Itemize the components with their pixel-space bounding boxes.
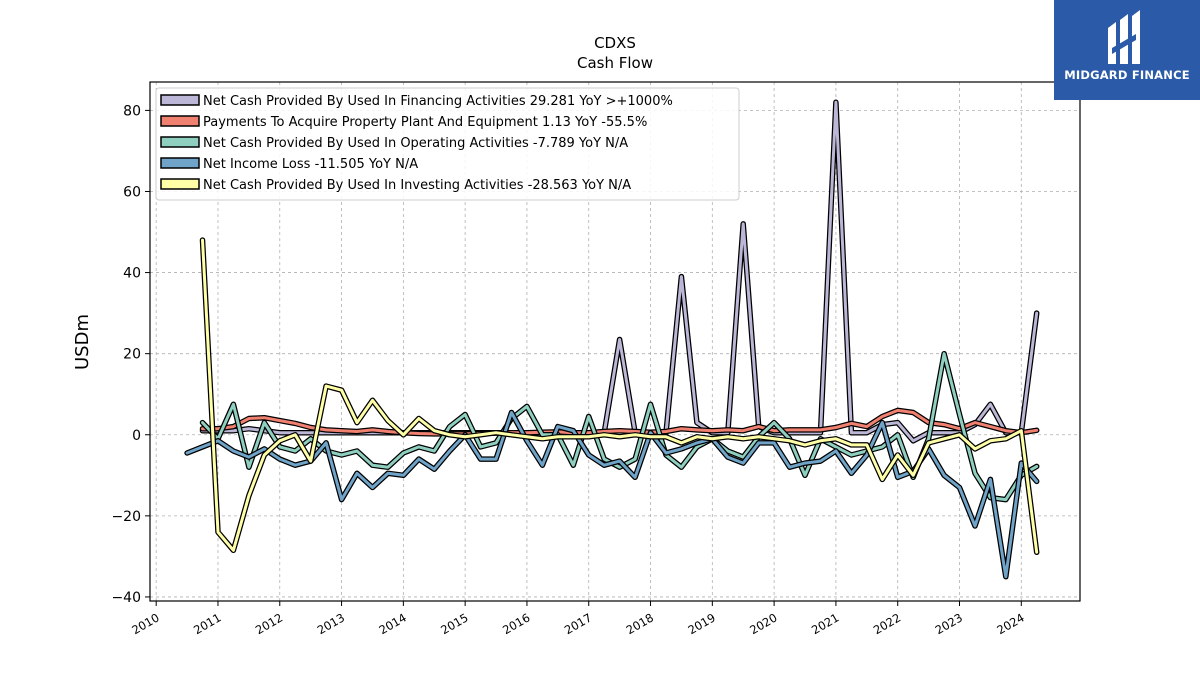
x-tick-label: 2015 — [438, 610, 470, 637]
series-line — [201, 408, 1039, 436]
series-line-outline — [199, 237, 1040, 556]
legend-label: Net Cash Provided By Used In Operating A… — [203, 136, 628, 151]
chart-subtitle: Cash Flow — [577, 54, 653, 72]
chart-title: CDXS — [594, 34, 636, 52]
plot-frame — [149, 81, 1081, 602]
x-tick-label: 2021 — [809, 610, 841, 637]
x-tick-label: 2013 — [315, 610, 347, 637]
y-tick-label: 60 — [123, 184, 141, 200]
legend-label: Net Cash Provided By Used In Financing A… — [203, 94, 673, 109]
y-tick-label: 80 — [123, 103, 141, 119]
x-tick-label: 2024 — [994, 610, 1026, 637]
x-tick-label: 2023 — [933, 610, 965, 637]
x-tick-label: 2016 — [500, 610, 532, 637]
legend-swatch — [160, 178, 200, 190]
midgard-finance-logo: MIDGARD FINANCE — [1054, 0, 1200, 100]
x-tick-label: 2022 — [871, 610, 903, 637]
x-tick-label: 2012 — [253, 610, 285, 637]
legend-box — [155, 87, 740, 201]
x-tick-label: 2018 — [624, 610, 656, 637]
legend: Net Cash Provided By Used In Financing A… — [155, 87, 740, 201]
x-tick-label: 2011 — [191, 610, 223, 637]
y-tick-label: 20 — [123, 347, 141, 363]
y-axis-label: USDm — [72, 314, 93, 370]
y-tick-label: −20 — [111, 509, 141, 525]
x-tick-label: 2019 — [685, 610, 717, 637]
series-line — [201, 352, 1039, 502]
x-tick-label: 2020 — [747, 610, 779, 637]
series-line — [185, 411, 1039, 579]
y-tick-label: 40 — [123, 266, 141, 282]
series-line-outline — [199, 350, 1040, 503]
y-tick-label: −40 — [111, 590, 141, 606]
legend-swatch — [160, 94, 200, 106]
y-tick-label: 0 — [132, 428, 141, 444]
series-line — [201, 238, 1039, 554]
legend-label: Net Income Loss -11.505 YoY N/A — [203, 157, 418, 172]
series-lines — [184, 99, 1040, 580]
logo-text: MIDGARD FINANCE — [1064, 68, 1190, 82]
logo-mark-icon — [1108, 10, 1140, 64]
x-tick-label: 2017 — [562, 610, 594, 637]
legend-swatch — [160, 157, 200, 169]
legend-swatch — [160, 136, 200, 148]
x-tick-label: 2010 — [129, 610, 161, 637]
legend-label: Payments To Acquire Property Plant And E… — [203, 115, 647, 130]
legend-swatch — [160, 115, 200, 127]
legend-label: Net Cash Provided By Used In Investing A… — [203, 178, 631, 193]
x-tick-label: 2014 — [376, 610, 408, 637]
